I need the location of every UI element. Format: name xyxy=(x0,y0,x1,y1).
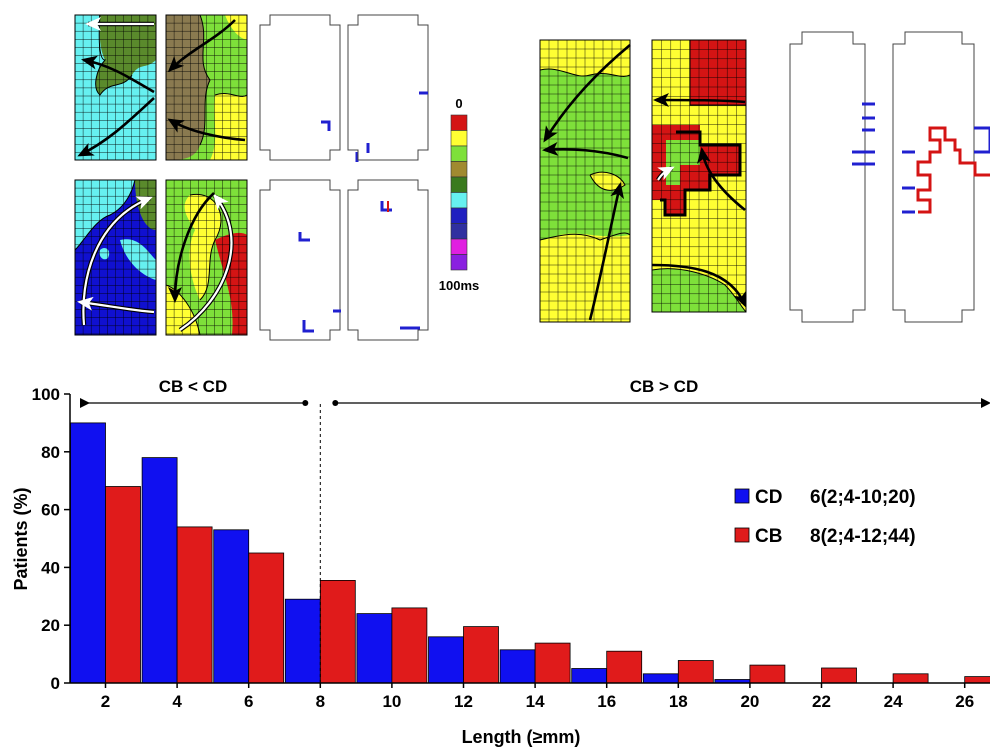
x-axis: 2 4 6 8 10 12 14 16 18 20 22 24 26 xyxy=(70,682,990,711)
bar-cb-2 xyxy=(105,486,141,684)
legend-swatch-cd xyxy=(734,488,750,504)
left-range-dot xyxy=(302,400,309,406)
x-axis-label: Length (≥mm) xyxy=(462,727,581,747)
scale-swatch xyxy=(450,207,468,224)
map-left-bottom-2 xyxy=(165,179,248,336)
map-left-bottom-1 xyxy=(74,179,157,336)
scale-swatch xyxy=(450,176,468,193)
x-tick-label: 4 xyxy=(172,692,182,711)
x-tick-label: 14 xyxy=(526,692,545,711)
y-tick-label: 100 xyxy=(32,385,60,404)
map-right-2 xyxy=(651,39,747,313)
outline-left-bottom-1 xyxy=(259,179,341,341)
scale-swatch xyxy=(450,161,468,178)
bar-cb-20 xyxy=(749,664,786,684)
x-tick-label: 8 xyxy=(316,692,325,711)
outline-left-top-2 xyxy=(347,14,429,161)
scale-top-label: 0 xyxy=(455,96,462,111)
x-tick-label: 26 xyxy=(955,692,974,711)
y-tick-label: 0 xyxy=(51,674,60,693)
annotations: CB < CD CB > CD xyxy=(80,377,990,683)
bar-cb-12 xyxy=(463,626,499,684)
scale-swatch xyxy=(450,130,468,147)
left-range-label: CB < CD xyxy=(159,377,227,396)
map-left-top-1 xyxy=(74,14,157,161)
right-range-dot xyxy=(332,400,339,406)
bars xyxy=(70,422,990,684)
scale-swatch xyxy=(450,145,468,162)
y-tick-label: 60 xyxy=(41,501,60,520)
bar-cd-12 xyxy=(428,636,464,684)
bar-cd-6 xyxy=(213,529,250,684)
x-tick-label: 16 xyxy=(597,692,616,711)
bar-cb-14 xyxy=(534,642,571,684)
right-range-label: CB > CD xyxy=(630,377,698,396)
legend-swatch-cb xyxy=(734,527,750,543)
scale-swatch xyxy=(450,254,468,271)
x-tick-label: 2 xyxy=(101,692,110,711)
bar-cb-16 xyxy=(606,650,643,684)
legend-label-cb: CB xyxy=(755,526,782,547)
bar-cb-26 xyxy=(964,676,990,684)
legend-label-cd: CD xyxy=(755,487,782,508)
scale-swatch xyxy=(450,238,468,255)
x-tick-label: 20 xyxy=(740,692,759,711)
scale-swatch xyxy=(450,114,468,131)
y-axis-label: Patients (%) xyxy=(11,487,31,590)
activation-maps xyxy=(74,14,990,341)
bar-cd-8 xyxy=(284,598,321,684)
x-tick-label: 24 xyxy=(884,692,903,711)
bar-cd-2 xyxy=(70,422,106,684)
bar-cd-16 xyxy=(571,668,608,684)
x-tick-label: 12 xyxy=(454,692,473,711)
bar-cb-22 xyxy=(821,667,857,684)
bar-cd-18 xyxy=(642,673,679,684)
y-tick-label: 80 xyxy=(41,443,60,462)
color-scale: 0 100ms xyxy=(439,96,479,293)
bar-cb-10 xyxy=(391,607,428,684)
map-right-1 xyxy=(539,39,631,323)
bar-cd-14 xyxy=(499,649,536,684)
legend-stat-cd: 6(2;4-10;20) xyxy=(810,487,916,508)
bar-cd-10 xyxy=(356,613,393,684)
outline-left-top-1 xyxy=(259,14,359,162)
bar-cb-18 xyxy=(677,660,714,684)
map-left-top-2 xyxy=(165,14,248,161)
y-axis: 0 20 40 60 80 100 xyxy=(32,385,71,693)
legend: CD 6(2;4-10;20) CB 8(2;4-12;44) xyxy=(734,487,916,547)
bar-cb-4 xyxy=(176,526,213,684)
scale-swatches xyxy=(450,114,468,271)
scale-swatch xyxy=(450,192,468,209)
y-tick-label: 40 xyxy=(41,558,60,577)
bar-cb-8 xyxy=(319,580,356,684)
x-tick-label: 10 xyxy=(382,692,401,711)
scale-swatch xyxy=(450,223,468,240)
bar-cd-4 xyxy=(141,457,178,684)
outline-left-bottom-2 xyxy=(347,179,429,341)
y-tick-label: 20 xyxy=(41,616,60,635)
x-tick-label: 6 xyxy=(244,692,253,711)
outline-right-1 xyxy=(789,31,875,323)
x-tick-label: 18 xyxy=(669,692,688,711)
outline-right-2 xyxy=(892,31,990,323)
bar-cb-6 xyxy=(248,552,285,684)
bar-cb-24 xyxy=(892,673,929,684)
legend-stat-cb: 8(2;4-12;44) xyxy=(810,526,916,547)
x-tick-label: 22 xyxy=(812,692,831,711)
scale-bottom-label: 100ms xyxy=(439,278,479,293)
